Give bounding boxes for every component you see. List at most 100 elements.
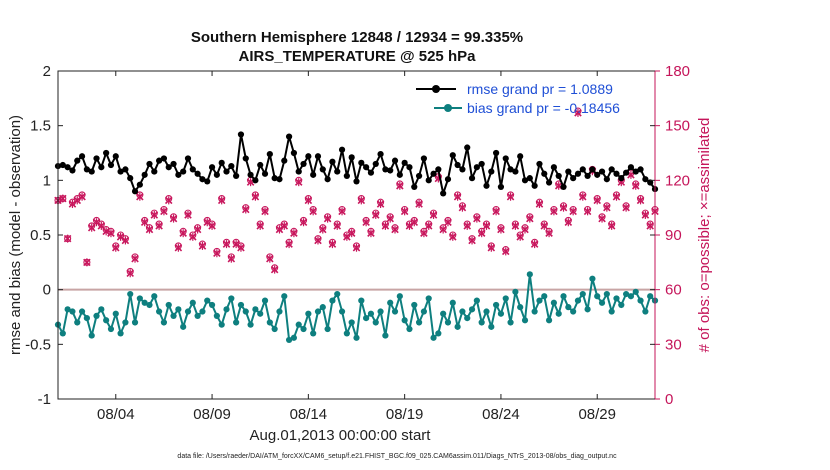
rmse-point <box>208 164 216 171</box>
rmse-point <box>430 170 437 177</box>
obs-assimilated-point <box>285 240 293 249</box>
obs-assimilated-point <box>338 207 346 216</box>
bias-point <box>107 325 115 333</box>
rmse-point <box>541 170 548 177</box>
rmse-point <box>358 159 365 166</box>
rmse-point <box>184 155 192 162</box>
bias-point <box>483 308 490 315</box>
bias-point <box>199 308 206 315</box>
rmse-point <box>223 168 230 175</box>
obs-assimilated-point <box>583 207 592 216</box>
obs-assimilated-point <box>314 236 322 245</box>
obs-assimilated-point <box>468 236 476 245</box>
rmse-point <box>570 175 577 182</box>
bias-point <box>233 319 240 326</box>
rmse-point <box>363 164 370 171</box>
rmse-point <box>237 131 245 138</box>
rmse-point <box>642 176 649 183</box>
obs-assimilated-point <box>458 203 467 212</box>
bias-point <box>372 319 379 326</box>
rmse-point <box>295 168 302 175</box>
obs-assimilated-point <box>270 265 279 274</box>
rmse-point <box>300 160 307 168</box>
rmse-point <box>627 164 635 171</box>
bias-point <box>194 312 201 320</box>
obs-assimilated-point <box>213 249 221 258</box>
rmse-point <box>618 175 625 182</box>
rmse-point <box>290 149 298 157</box>
bias-point <box>497 310 505 317</box>
bias-point <box>257 310 264 317</box>
obs-assimilated-point <box>603 203 611 212</box>
rmse-point <box>415 172 423 180</box>
rmse-point <box>473 164 480 171</box>
obs-assimilated-point <box>304 196 313 205</box>
rmse-point <box>194 170 201 177</box>
obs-assimilated-point <box>386 214 394 223</box>
obs-assimilated-point <box>136 192 144 201</box>
rmse-point <box>204 178 211 185</box>
bias-point <box>545 317 553 324</box>
bias-point <box>64 306 71 313</box>
bias-point <box>531 308 538 315</box>
obs-assimilated-point <box>391 225 399 234</box>
obs-assimilated-point <box>319 225 327 234</box>
y-left-tick-label: -1 <box>38 391 51 408</box>
obs-assimilated-point <box>184 210 192 219</box>
bias-point <box>493 301 500 309</box>
obs-assimilated-point <box>68 200 77 209</box>
rmse-point <box>406 164 413 171</box>
obs-assimilated-point <box>107 229 115 238</box>
obs-assimilated-point <box>242 205 250 214</box>
bias-point <box>237 301 245 309</box>
obs-assimilated-point <box>631 181 640 190</box>
obs-assimilated-point <box>237 243 245 252</box>
bias-point <box>314 308 322 315</box>
tick-layer: -1 -0.5 0 0.5 1 1.5 2 0 30 60 90 120 150 180 08/04 08/0… <box>25 63 690 423</box>
bias-point <box>526 271 533 278</box>
bias-point <box>160 319 168 326</box>
legend-bias-marker <box>444 104 452 112</box>
rmse-point <box>647 179 654 186</box>
x-tick-label: 08/04 <box>97 406 135 423</box>
y-right-tick-label: 120 <box>665 172 690 189</box>
obs-assimilated-point <box>400 207 409 216</box>
obs-assimilated-point <box>357 196 366 205</box>
obs-assimilated-point <box>405 221 414 230</box>
rmse-point <box>276 176 283 183</box>
y-right-tick-label: 60 <box>665 282 682 299</box>
obs-assimilated-point <box>482 221 491 230</box>
bias-point <box>78 308 86 315</box>
rmse-point <box>117 168 124 175</box>
bias-point <box>281 293 288 300</box>
rmse-point <box>93 155 100 162</box>
rmse-point <box>112 153 119 160</box>
rmse-point <box>213 171 220 178</box>
rmse-point <box>103 149 110 157</box>
y-left-tick-label: 1.5 <box>30 118 51 135</box>
obs-assimilated-point <box>497 225 505 234</box>
rmse-point <box>146 160 153 168</box>
x-tick-label: 08/19 <box>386 406 424 423</box>
bias-point <box>468 306 476 313</box>
rmse-point <box>387 167 394 174</box>
rmse-point <box>319 166 326 173</box>
obs-assimilated-point <box>396 181 404 190</box>
obs-assimilated-point <box>564 218 573 227</box>
bias-point <box>266 319 273 326</box>
obs-assimilated-point <box>376 200 385 209</box>
rmse-point <box>127 175 134 182</box>
bias-point <box>406 325 413 333</box>
rmse-point <box>478 160 485 168</box>
obs-assimilated-point <box>203 218 212 227</box>
obs-assimilated-point <box>155 221 163 230</box>
rmse-point <box>598 168 606 175</box>
rmse-point <box>464 144 471 151</box>
obs-assimilated-point <box>487 243 496 252</box>
bias-point <box>411 301 418 309</box>
bias-point <box>541 293 548 300</box>
bias-point <box>488 323 495 330</box>
obs-assimilated-point <box>189 232 197 241</box>
rmse-point <box>310 171 317 178</box>
rmse-point <box>83 166 90 173</box>
